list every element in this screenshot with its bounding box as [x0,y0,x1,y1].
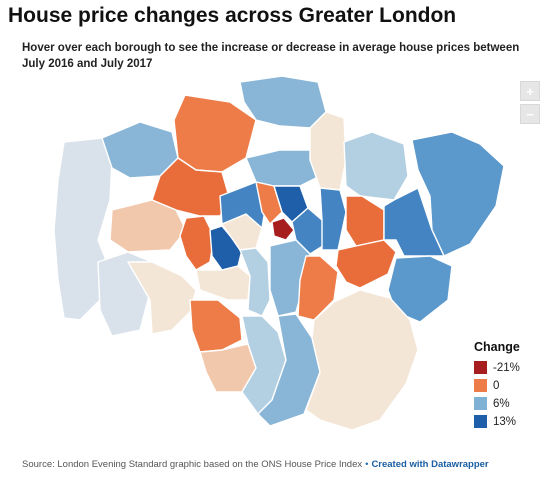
legend-label: 0 [493,379,500,392]
legend-label: 6% [493,397,510,410]
borough-croydon[interactable] [257,313,321,427]
borough-ealing[interactable] [109,199,187,253]
borough-hammersmith[interactable] [179,215,215,271]
borough-havering[interactable] [411,131,505,257]
borough-richmond[interactable] [127,261,197,335]
borough-haringey[interactable] [245,149,321,187]
footer-separator: • [365,459,369,470]
borough-redbridge[interactable] [343,131,409,201]
borough-bromley[interactable] [305,289,419,431]
datawrapper-credit-link[interactable]: Created with Datawrapper [371,459,489,470]
legend-label: -21% [493,361,520,374]
legend-label: 13% [493,415,517,428]
source-text: Source: London Evening Standard graphic … [22,459,363,470]
legend-item: 6% [474,395,520,412]
borough-lewisham[interactable] [297,255,339,321]
legend-item: 13% [474,413,520,430]
zoom-in-button[interactable]: + [520,81,540,101]
legend-swatch [474,397,487,410]
borough-wandsworth[interactable] [195,265,251,301]
legend-swatch [474,379,487,392]
borough-barking[interactable] [345,195,385,247]
borough-greenwich[interactable] [335,239,397,289]
legend: Change -21% 0 6% 13% [474,340,520,431]
page-title: House price changes across Greater Londo… [8,4,457,27]
borough-waltham-forest[interactable] [309,111,347,191]
borough-city-of-london[interactable] [271,217,295,241]
zoom-out-button[interactable]: − [520,104,540,124]
page-subtitle: Hover over each borough to see the incre… [22,42,520,70]
legend-swatch [474,415,487,428]
borough-bexleyheath[interactable] [387,255,453,323]
legend-item: -21% [474,359,520,376]
borough-barnet[interactable] [173,94,257,173]
borough-kingston[interactable] [189,299,243,353]
borough-bexley[interactable] [383,187,445,257]
footer: Source: London Evening Standard graphic … [22,459,489,470]
legend-title: Change [474,340,520,354]
borough-newham[interactable] [319,187,347,251]
legend-item: 0 [474,377,520,394]
legend-swatch [474,361,487,374]
